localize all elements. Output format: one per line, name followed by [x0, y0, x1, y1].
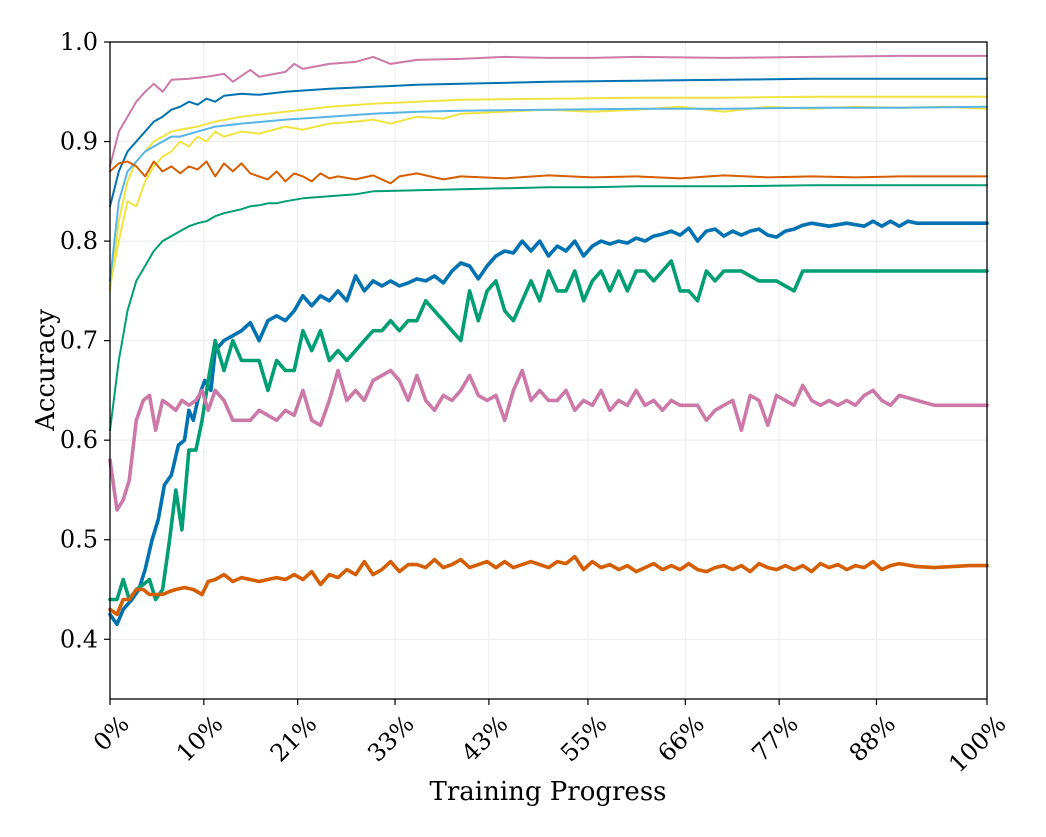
series-blue-thin: [109, 77, 988, 208]
x-tick-label: 10%: [171, 710, 229, 768]
y-axis: 0.4 0.5 0.6 0.7 0.8 0.9 1.0: [60, 28, 110, 653]
x-tick-label: 55%: [555, 710, 613, 768]
y-axis-label: Accuracy: [31, 309, 61, 432]
series-pink-thick: [108, 368, 989, 512]
x-axis: 0% 10% 21% 33% 43% 55% 66% 77% 88% 100%: [88, 699, 1012, 778]
x-tick-label: 33%: [362, 710, 420, 768]
grid-lines: [109, 41, 988, 699]
y-tick-label: 0.9: [60, 128, 98, 156]
x-tick-label: 0%: [88, 710, 135, 757]
y-tick-label: 1.0: [60, 28, 98, 56]
x-axis-label: Training Progress: [429, 777, 666, 807]
x-tick-label: 77%: [746, 710, 804, 768]
x-tick-label: 88%: [844, 710, 902, 768]
y-tick-label: 0.7: [60, 327, 98, 355]
series-orange-thick: [108, 554, 989, 617]
x-tick-label: 43%: [456, 710, 514, 768]
series-green-thick: [108, 259, 989, 602]
series-orange-thin: [109, 160, 988, 185]
plot-frame: [109, 41, 988, 700]
series-yellow-thin-a: [109, 95, 988, 292]
series-pink-thin: [109, 54, 988, 168]
y-tick-label: 0.8: [60, 227, 98, 255]
x-tick-label: 66%: [652, 710, 710, 768]
series-lines: [108, 54, 989, 627]
series-lightblue-thin: [109, 105, 988, 282]
x-tick-label: 100%: [943, 710, 1011, 778]
y-tick-label: 0.5: [60, 526, 98, 554]
x-tick-label: 21%: [265, 710, 323, 768]
series-yellow-thin-b: [109, 105, 988, 287]
y-tick-label: 0.4: [60, 625, 98, 653]
y-tick-label: 0.6: [60, 426, 98, 454]
series-blue-thick: [108, 219, 989, 627]
series-green-thin: [109, 184, 988, 432]
